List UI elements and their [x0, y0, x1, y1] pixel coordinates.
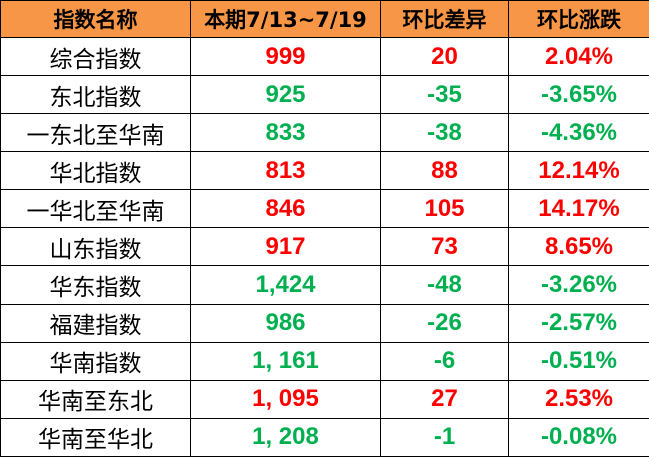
current-value: 999 [190, 36, 381, 77]
pct-value: 2.04% [508, 36, 649, 77]
table-row: 福建指数 986 -26 -2.57% [0, 303, 649, 343]
pct-value: -2.57% [508, 303, 649, 343]
current-value: 1, 161 [190, 341, 381, 381]
current-value: 917 [190, 227, 381, 267]
table-row: 综合指数 999 20 2.04% [0, 36, 649, 77]
table-row: 一东北至华南 833 -38 -4.36% [0, 113, 649, 153]
header-pct: 环比涨跌 [508, 0, 649, 38]
index-name: 华东指数 [0, 265, 191, 305]
diff-value: 105 [380, 189, 509, 229]
pct-value: 14.17% [508, 189, 649, 229]
current-value: 1, 208 [190, 417, 381, 457]
diff-value: -6 [380, 341, 509, 381]
pct-value: -3.65% [508, 75, 649, 115]
table-row: 东北指数 925 -35 -3.65% [0, 75, 649, 115]
index-name: 一华北至华南 [0, 189, 191, 229]
index-name: 东北指数 [0, 75, 191, 115]
current-value: 813 [190, 151, 381, 191]
current-value: 1, 095 [190, 379, 381, 419]
diff-value: 88 [380, 151, 509, 191]
current-value: 986 [190, 303, 381, 343]
diff-value: -26 [380, 303, 509, 343]
header-diff: 环比差异 [380, 0, 509, 38]
pct-value: 8.65% [508, 227, 649, 267]
diff-value: -38 [380, 113, 509, 153]
table-row: 华南至东北 1, 095 27 2.53% [0, 379, 649, 419]
index-name: 华南至东北 [0, 379, 191, 419]
diff-value: -1 [380, 417, 509, 457]
pct-value: -3.26% [508, 265, 649, 305]
index-name: 华北指数 [0, 151, 191, 191]
index-name: 一东北至华南 [0, 113, 191, 153]
table-row: 华北指数 813 88 12.14% [0, 151, 649, 191]
diff-value: 20 [380, 36, 509, 77]
index-name: 华南指数 [0, 341, 191, 381]
pct-value: -4.36% [508, 113, 649, 153]
index-name: 华南至华北 [0, 417, 191, 457]
current-value: 833 [190, 113, 381, 153]
header-row: 指数名称 本期7/13~7/19 环比差异 环比涨跌 [0, 0, 649, 38]
pct-value: 2.53% [508, 379, 649, 419]
table-row: 一华北至华南 846 105 14.17% [0, 189, 649, 229]
current-value: 925 [190, 75, 381, 115]
current-value: 846 [190, 189, 381, 229]
pct-value: -0.08% [508, 417, 649, 457]
index-name: 综合指数 [0, 36, 191, 77]
pct-value: -0.51% [508, 341, 649, 381]
header-name: 指数名称 [0, 0, 191, 38]
diff-value: -35 [380, 75, 509, 115]
index-name: 福建指数 [0, 303, 191, 343]
table-row: 华东指数 1,424 -48 -3.26% [0, 265, 649, 305]
diff-value: -48 [380, 265, 509, 305]
diff-value: 73 [380, 227, 509, 267]
current-value: 1,424 [190, 265, 381, 305]
table-row: 山东指数 917 73 8.65% [0, 227, 649, 267]
table-row: 华南指数 1, 161 -6 -0.51% [0, 341, 649, 381]
index-name: 山东指数 [0, 227, 191, 267]
table-row: 华南至华北 1, 208 -1 -0.08% [0, 417, 649, 457]
diff-value: 27 [380, 379, 509, 419]
header-current: 本期7/13~7/19 [190, 0, 381, 38]
pct-value: 12.14% [508, 151, 649, 191]
